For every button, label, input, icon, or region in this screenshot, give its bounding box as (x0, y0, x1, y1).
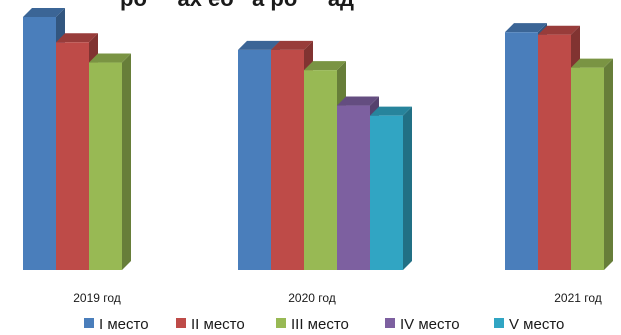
legend-item-4: IV место (385, 316, 460, 333)
bar-side (403, 106, 412, 270)
bar-side (604, 58, 613, 270)
bar-top (56, 33, 98, 43)
bar-3-3 (571, 58, 613, 270)
bar-front (370, 115, 403, 270)
bar-top (238, 40, 280, 50)
bar-front (337, 105, 370, 270)
bar-top (89, 53, 131, 63)
legend-label: I место (99, 316, 149, 333)
legend-swatch (276, 318, 286, 328)
legend-label: IV место (400, 316, 460, 333)
bar-side (122, 53, 131, 270)
legend-swatch (494, 318, 504, 328)
bar-top (271, 40, 313, 50)
bar-2-3 (304, 61, 346, 270)
bar-top (505, 23, 547, 33)
bar-front (538, 34, 571, 271)
legend-label: III место (291, 316, 349, 333)
bar-front (23, 17, 56, 270)
legend-item-5: V место (494, 316, 564, 333)
category-label: 2021 год (554, 291, 602, 305)
category-labels: 2019 год 2020 год 2021 год (73, 291, 602, 305)
legend-label: V место (509, 316, 564, 333)
bar-1-3 (89, 53, 131, 270)
bar-2-5 (370, 106, 412, 270)
legend-label: II место (191, 316, 245, 333)
bars-group (23, 8, 613, 271)
bar-top (337, 96, 379, 106)
legend-item-2: II место (176, 316, 245, 333)
legend-swatch (385, 318, 395, 328)
category-label: 2019 год (73, 291, 121, 305)
legend-item-3: III место (276, 316, 349, 333)
bar-top (571, 58, 613, 68)
bar-front (505, 32, 538, 271)
bar-front (304, 70, 337, 270)
legend-swatch (84, 318, 94, 328)
legend-swatch (176, 318, 186, 328)
legend: I место II место III место IV место V место (84, 316, 564, 333)
bar-top (304, 61, 346, 71)
bar-front (56, 42, 89, 270)
bar-top (23, 8, 65, 17)
bar-front (571, 67, 604, 270)
bar-top (370, 106, 412, 116)
bar-front (238, 49, 271, 270)
bar-front (89, 62, 122, 270)
bar-front (271, 49, 304, 270)
legend-item-1: I место (84, 316, 149, 333)
category-label: 2020 год (288, 291, 336, 305)
bar-top (538, 25, 580, 35)
chart-title-fragment: ро ах ео а ро ад (120, 0, 354, 11)
